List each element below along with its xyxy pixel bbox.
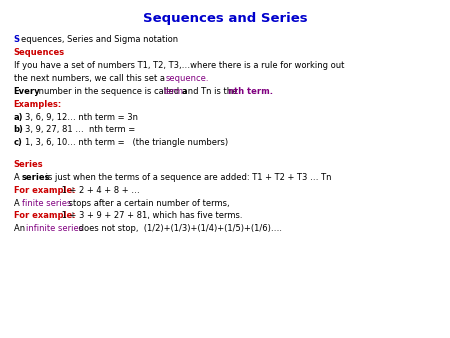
Text: the next numbers, we call this set a: the next numbers, we call this set a xyxy=(14,74,167,83)
Text: Series: Series xyxy=(14,160,43,169)
Text: series: series xyxy=(22,173,50,182)
Text: term: term xyxy=(163,87,183,96)
Text: S: S xyxy=(14,35,19,45)
Text: 3, 6, 9, 12… nth term = 3n: 3, 6, 9, 12… nth term = 3n xyxy=(25,113,138,122)
Text: For example:: For example: xyxy=(14,186,75,195)
Text: stops after a certain number of terms,: stops after a certain number of terms, xyxy=(66,199,230,208)
Text: 3, 9, 27, 81 …  nth term =: 3, 9, 27, 81 … nth term = xyxy=(25,125,135,135)
Text: finite series: finite series xyxy=(22,199,71,208)
Text: sequence.: sequence. xyxy=(166,74,209,83)
Text: Examples:: Examples: xyxy=(14,100,62,109)
Text: infinite series: infinite series xyxy=(26,224,83,233)
Text: 1 + 3 + 9 + 27 + 81, which has five terms.: 1 + 3 + 9 + 27 + 81, which has five term… xyxy=(59,212,243,220)
Text: A: A xyxy=(14,173,22,182)
Text: nth term.: nth term. xyxy=(228,87,273,96)
Text: and Tn is the: and Tn is the xyxy=(180,87,240,96)
Text: Every: Every xyxy=(14,87,40,96)
Text: 1, 3, 6, 10… nth term =   (the triangle numbers): 1, 3, 6, 10… nth term = (the triangle nu… xyxy=(25,138,228,147)
Text: is just when the terms of a sequence are added: T1 + T2 + T3 … Tn: is just when the terms of a sequence are… xyxy=(43,173,332,182)
Text: An: An xyxy=(14,224,27,233)
Text: If you have a set of numbers T1, T2, T3,…where there is a rule for working out: If you have a set of numbers T1, T2, T3,… xyxy=(14,61,344,70)
Text: For example:: For example: xyxy=(14,212,75,220)
Text: a): a) xyxy=(14,113,23,122)
Text: equences, Series and Sigma notation: equences, Series and Sigma notation xyxy=(21,35,178,45)
Text: b): b) xyxy=(14,125,23,135)
Text: number in the sequence is called a: number in the sequence is called a xyxy=(36,87,189,96)
Text: c): c) xyxy=(14,138,22,147)
Text: A: A xyxy=(14,199,22,208)
Text: Sequences and Series: Sequences and Series xyxy=(143,12,307,25)
Text: 1 + 2 + 4 + 8 + …: 1 + 2 + 4 + 8 + … xyxy=(59,186,140,195)
Text: Sequences: Sequences xyxy=(14,48,65,57)
Text: does not stop,  (1/2)+(1/3)+(1/4)+(1/5)+(1/6)….: does not stop, (1/2)+(1/3)+(1/4)+(1/5)+(… xyxy=(76,224,283,233)
